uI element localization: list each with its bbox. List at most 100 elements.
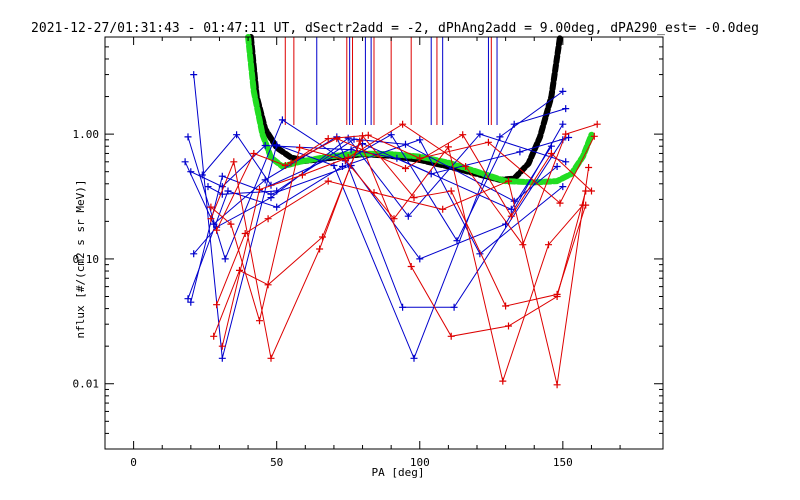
y-axis-label: nflux [#/(cm2 s sr MeV)]: [74, 180, 87, 339]
data-point: [324, 177, 332, 185]
data-point: [547, 150, 555, 157]
data-point: [184, 133, 192, 141]
data-point: [516, 148, 524, 156]
data-point: [296, 144, 304, 152]
axes: 0 50 100 150 0.01 0.10 1.00: [73, 36, 664, 469]
data-point: [407, 263, 415, 270]
series-red-10: [210, 132, 590, 340]
data-point: [227, 220, 235, 228]
data-point: [399, 303, 407, 311]
data-point: [427, 170, 435, 178]
data-point: [387, 131, 395, 139]
data-point: [439, 205, 447, 213]
data-point: [213, 226, 221, 234]
data-point: [267, 354, 275, 362]
data-point: [230, 158, 238, 166]
data-point: [499, 377, 507, 385]
chart-title: 2021-12-27/01:31:43 - 01:47:11 UT, dSect…: [31, 21, 759, 36]
plot-frame: [104, 36, 664, 450]
data-point: [287, 159, 295, 167]
data-point: [484, 138, 492, 146]
data-point: [187, 168, 195, 176]
data-point: [559, 183, 567, 191]
data-point: [204, 183, 212, 191]
data-point: [559, 87, 567, 95]
data-point: [505, 322, 512, 330]
data-point: [416, 136, 424, 144]
data-point: [507, 205, 515, 213]
data-point: [410, 354, 418, 362]
data-point: [267, 194, 275, 202]
data-point: [281, 162, 289, 169]
data-point: [256, 186, 263, 193]
data-point: [545, 241, 552, 249]
data-point: [184, 295, 192, 303]
data-point: [319, 233, 326, 241]
data-point: [593, 120, 601, 128]
data-point: [256, 317, 263, 325]
data-point: [273, 203, 281, 211]
series-line: [193, 74, 564, 360]
x-tick-label: 50: [270, 456, 283, 469]
x-tick-label: 0: [130, 456, 137, 469]
data-point: [221, 255, 229, 263]
data-point: [399, 120, 407, 128]
data-point: [278, 116, 286, 124]
series-line: [210, 139, 587, 360]
data-point: [410, 194, 418, 202]
data-point: [562, 105, 570, 113]
data-point: [218, 190, 226, 198]
data-point: [218, 342, 226, 350]
data-point: [224, 187, 232, 195]
data-point: [444, 143, 452, 151]
data-point: [364, 131, 372, 139]
data-point: [462, 163, 470, 170]
data-point: [273, 141, 281, 149]
data-point: [190, 250, 198, 258]
data-point: [447, 187, 455, 195]
series-blue-4: [187, 142, 555, 213]
data-point: [507, 212, 515, 220]
x-tick-label: 150: [553, 456, 573, 469]
data-point: [218, 183, 226, 191]
series-red-11: [207, 143, 587, 385]
data-point: [404, 212, 412, 220]
x-axis-label: PA [deg]: [372, 466, 425, 479]
data-point: [241, 230, 249, 237]
data-point: [553, 290, 561, 298]
data-point: [339, 163, 346, 170]
data-point: [447, 332, 455, 340]
data-point: [218, 172, 226, 180]
data-point: [273, 187, 281, 195]
data-point: [333, 135, 341, 143]
y-tick-label: 0.01: [73, 378, 100, 391]
data-point: [450, 303, 458, 311]
vertical-markers: [284, 37, 498, 125]
data-point: [416, 255, 424, 263]
data-point: [562, 158, 570, 166]
data-point: [476, 130, 484, 138]
data-point: [181, 158, 189, 166]
series-red-13: [213, 131, 595, 234]
data-point: [190, 71, 198, 79]
data-point: [588, 187, 595, 195]
data-point: [505, 177, 512, 185]
data-point: [233, 131, 241, 139]
data-point: [213, 301, 221, 309]
data-point: [207, 215, 215, 223]
series-blue-8: [198, 131, 573, 189]
data-point: [553, 163, 561, 170]
y-tick-label: 1.00: [73, 128, 100, 141]
series-line: [210, 145, 584, 383]
series-blue-7: [204, 135, 561, 205]
data-point: [316, 245, 324, 253]
data-point: [547, 142, 555, 150]
series-blue-5: [190, 71, 567, 362]
data-point: [502, 302, 510, 310]
data-point: [402, 165, 409, 172]
data-point: [198, 171, 206, 179]
data-point: [261, 142, 269, 149]
series-red-14: [218, 120, 601, 350]
y-tick-label: 0.10: [73, 253, 100, 266]
data-point: [402, 140, 409, 148]
